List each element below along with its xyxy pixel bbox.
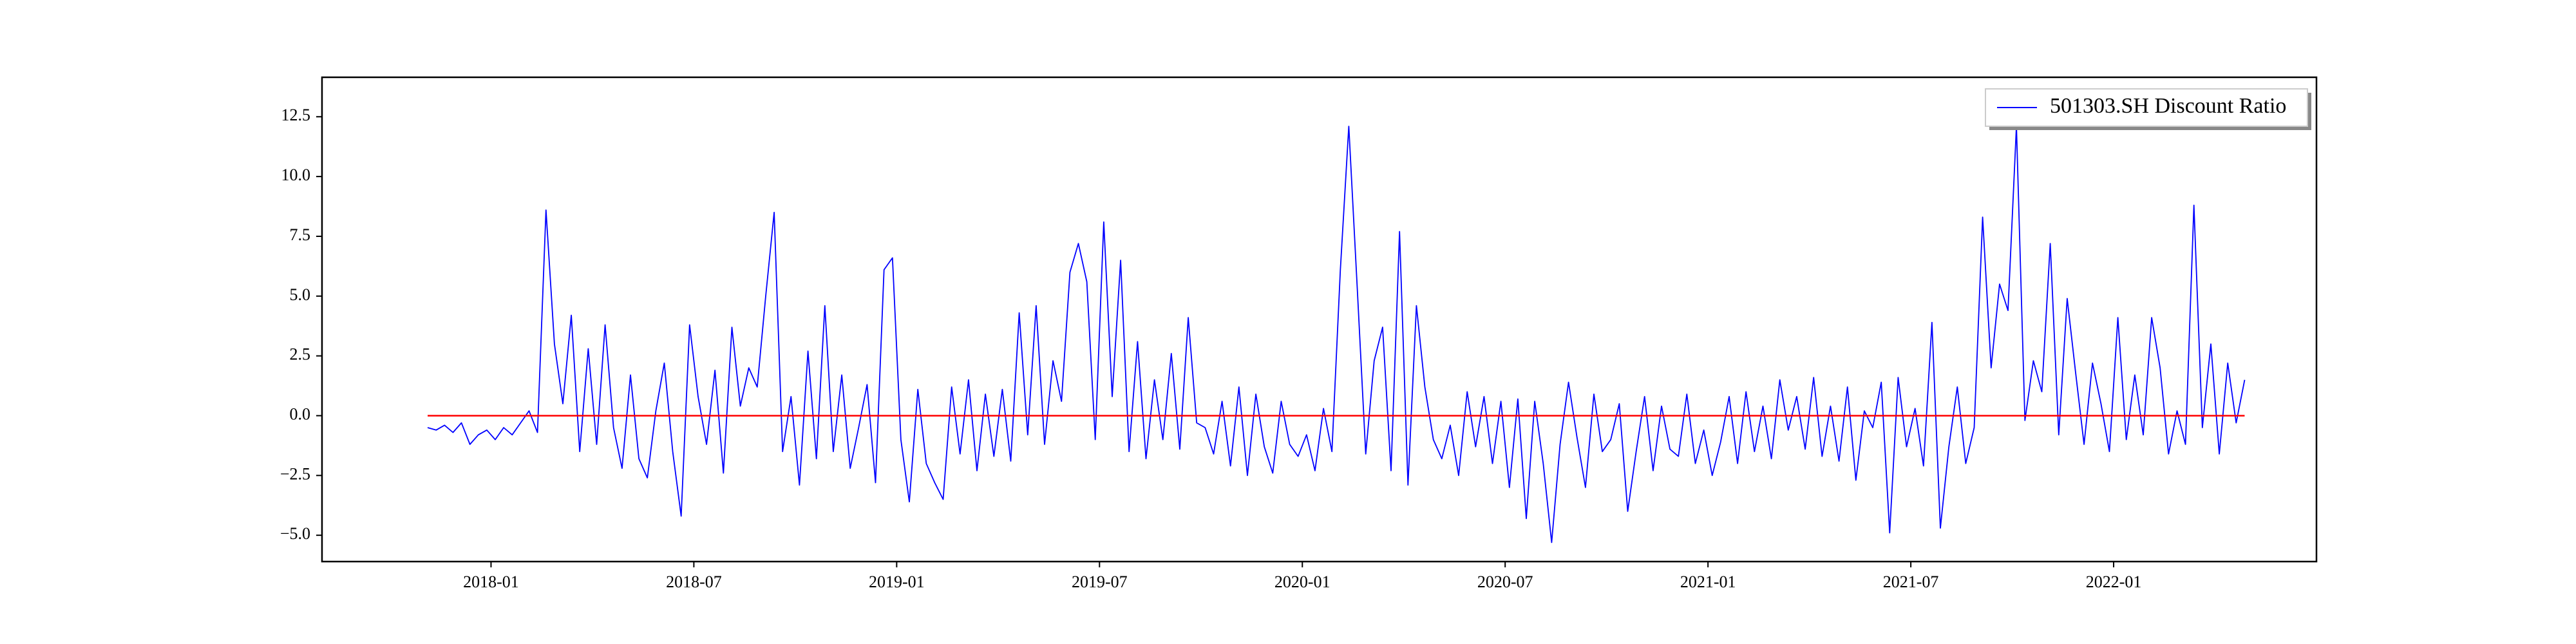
y-tick-label: 2.5 <box>290 345 311 364</box>
legend-label: 501303.SH Discount Ratio <box>2050 94 2286 118</box>
x-tick-label: 2019-07 <box>1072 573 1128 591</box>
x-tick-label: 2020-01 <box>1274 573 1331 591</box>
x-tick-label: 2020-07 <box>1477 573 1533 591</box>
plot-frame <box>321 76 2318 563</box>
y-tick-label: −2.5 <box>280 464 310 483</box>
x-tick-label: 2022-01 <box>2086 573 2142 591</box>
y-tick-label: 7.5 <box>290 225 311 244</box>
y-tick-label: 10.0 <box>281 166 311 184</box>
x-tick-label: 2021-01 <box>1680 573 1736 591</box>
y-tick-label: 12.5 <box>281 106 311 124</box>
x-tick-label: 2018-01 <box>463 573 519 591</box>
x-tick-label: 2018-07 <box>666 573 722 591</box>
x-tick-label: 2021-07 <box>1883 573 1939 591</box>
x-tick-label: 2019-01 <box>869 573 925 591</box>
data-line <box>427 126 2246 544</box>
legend-box <box>1985 88 2308 127</box>
y-tick-label: 0.0 <box>290 404 311 423</box>
y-tick-label: −5.0 <box>280 524 310 543</box>
y-tick-label: 5.0 <box>290 285 311 304</box>
